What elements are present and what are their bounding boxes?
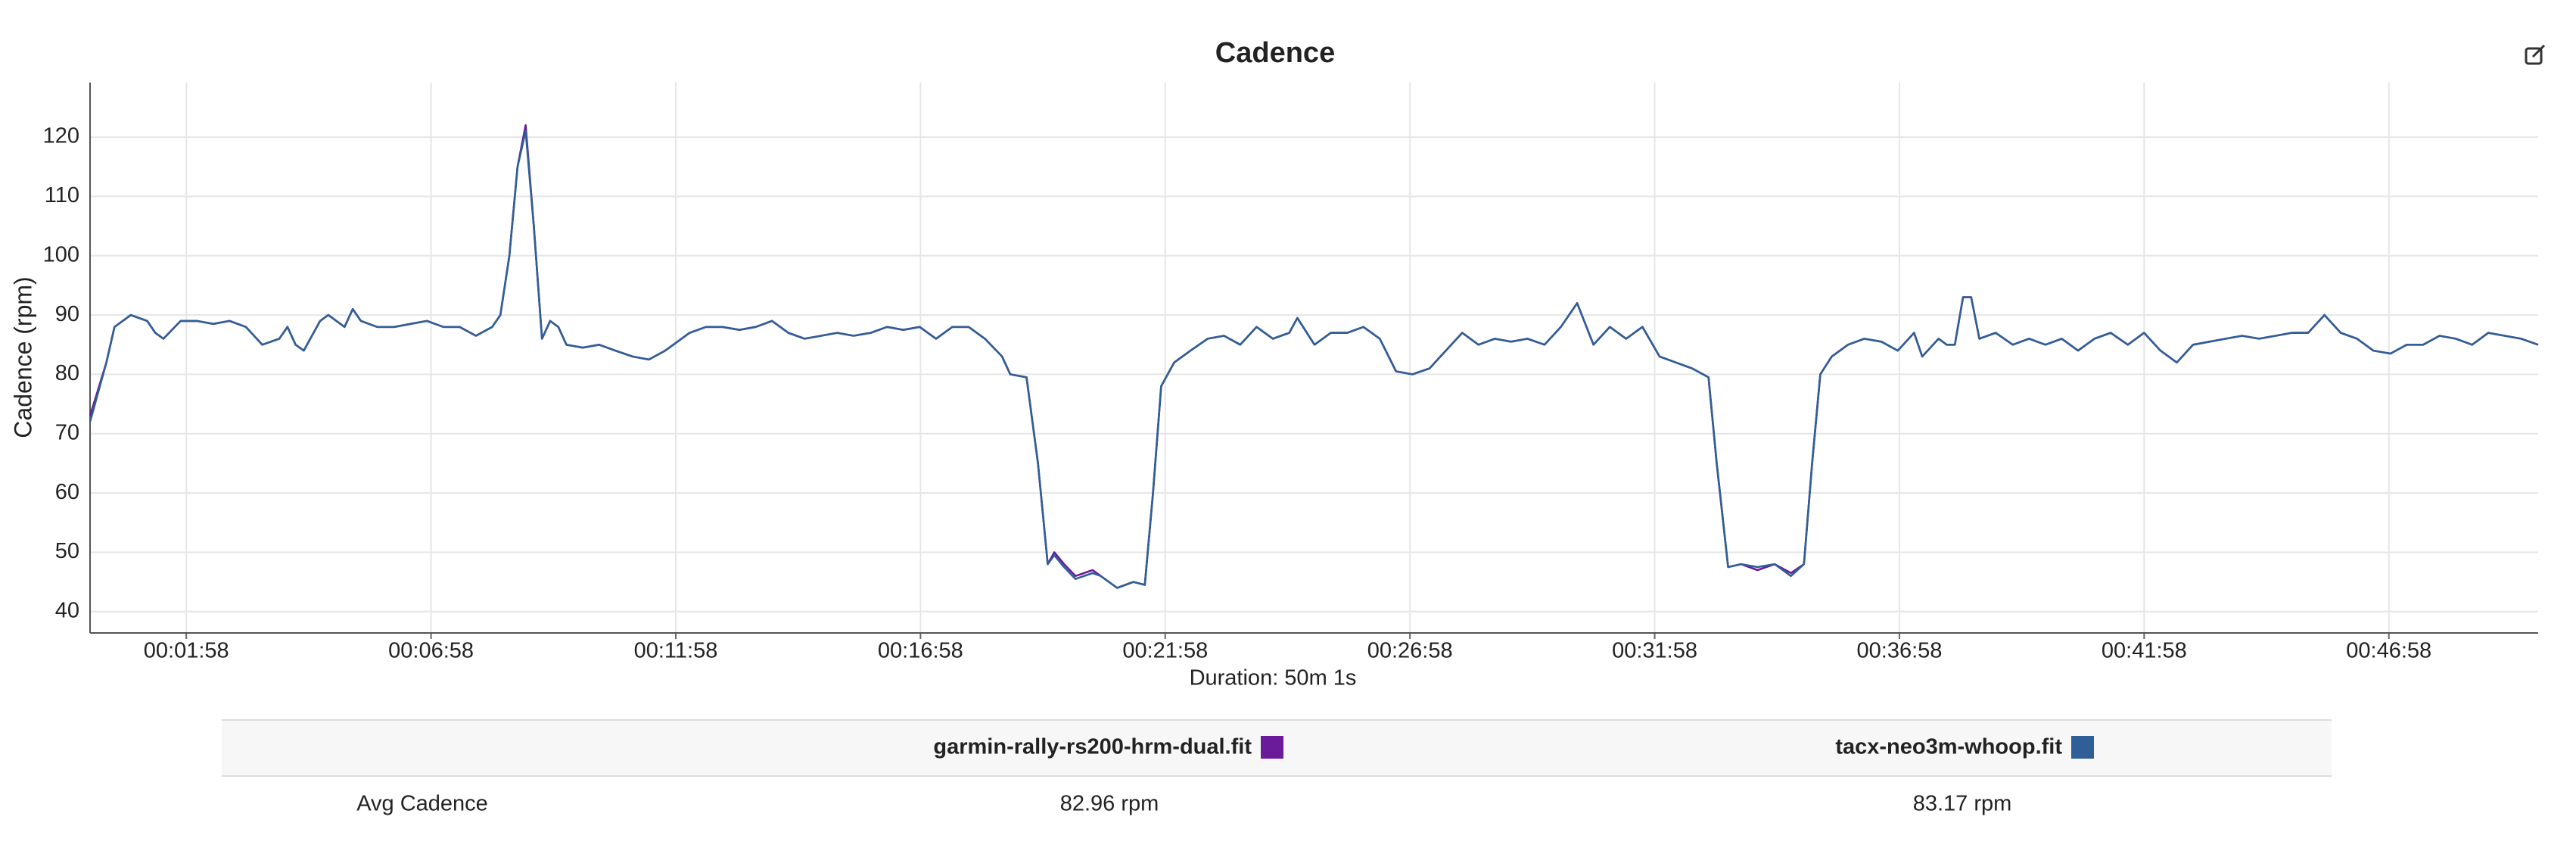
y-tick-label: 50 bbox=[55, 539, 79, 563]
x-tick-label: 00:46:58 bbox=[2346, 639, 2431, 663]
table-cell: 82.96 rpm bbox=[1060, 792, 1159, 816]
x-tick-label: 00:41:58 bbox=[2102, 639, 2187, 663]
legend-swatch bbox=[2071, 736, 2094, 759]
x-axis-label: Duration: 50m 1s bbox=[1190, 666, 1357, 690]
series-line bbox=[89, 129, 2539, 589]
x-tick-label: 00:26:58 bbox=[1367, 639, 1453, 663]
y-tick-label: 100 bbox=[43, 242, 79, 267]
legend-label: tacx-neo3m-whoop.fit bbox=[1835, 735, 2062, 759]
y-tick-label: 70 bbox=[55, 420, 79, 444]
y-tick-label: 90 bbox=[55, 302, 79, 326]
edit-icon[interactable] bbox=[2525, 44, 2546, 65]
x-tick-label: 00:16:58 bbox=[878, 639, 963, 663]
x-tick-label: 00:31:58 bbox=[1612, 639, 1697, 663]
legend-label: garmin-rally-rs200-hrm-dual.fit bbox=[933, 735, 1252, 759]
table-cell: Avg Cadence bbox=[356, 792, 488, 816]
y-tick-label: 40 bbox=[55, 598, 79, 622]
y-tick-label: 120 bbox=[43, 124, 79, 148]
chart-title: Cadence bbox=[1215, 37, 1335, 69]
series-line bbox=[89, 124, 2539, 589]
legend-swatch bbox=[1261, 736, 1283, 759]
y-tick-label: 60 bbox=[55, 480, 79, 504]
x-tick-label: 00:36:58 bbox=[1857, 639, 1943, 663]
y-tick-label: 110 bbox=[45, 183, 79, 207]
x-tick-label: 00:06:58 bbox=[388, 639, 474, 663]
table-cell: 83.17 rpm bbox=[1913, 792, 2012, 816]
y-tick-label: 80 bbox=[55, 361, 79, 385]
x-tick-label: 00:11:58 bbox=[634, 639, 718, 663]
y-axis-label: Cadence (rpm) bbox=[9, 276, 36, 438]
x-tick-label: 00:01:58 bbox=[144, 639, 229, 663]
x-tick-label: 00:21:58 bbox=[1122, 639, 1208, 663]
